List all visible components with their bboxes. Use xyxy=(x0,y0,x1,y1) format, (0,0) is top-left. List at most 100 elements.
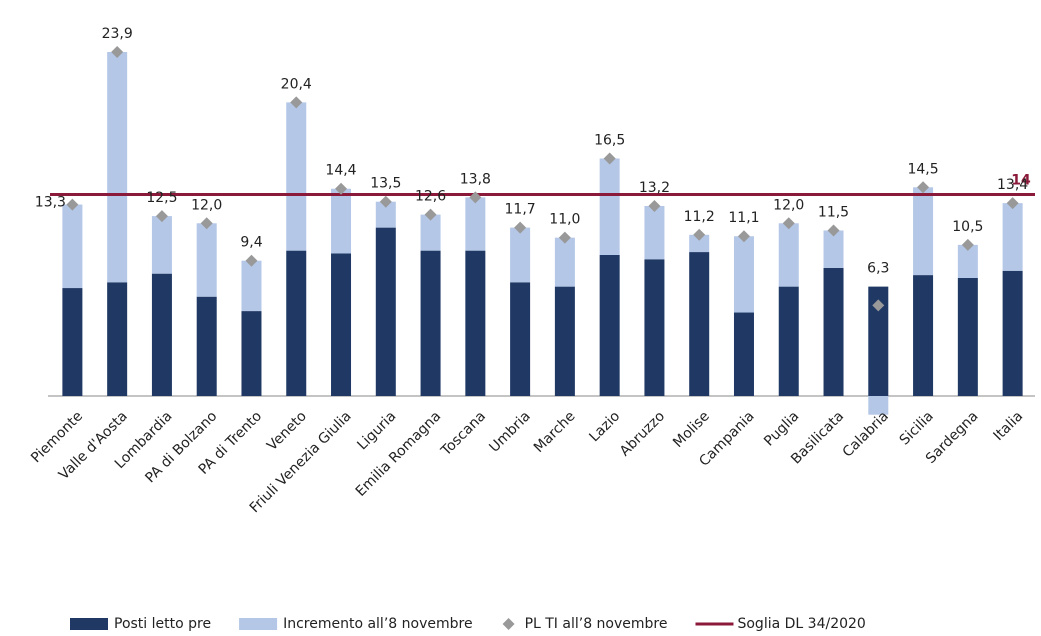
marker xyxy=(290,96,303,109)
marker xyxy=(872,299,885,312)
bar-pre xyxy=(465,250,486,396)
legend-label: Incremento all’8 novembre xyxy=(283,616,472,632)
x-tick-label: Molise xyxy=(670,408,713,451)
marker xyxy=(603,152,616,165)
bar-pre xyxy=(957,277,978,396)
x-tick-label: Veneto xyxy=(264,408,310,454)
x-tick-label: Abruzzo xyxy=(617,408,668,459)
bar-pre xyxy=(689,252,710,396)
marker xyxy=(424,208,437,221)
bar-increment xyxy=(913,187,934,276)
data-label: 13,4 xyxy=(997,177,1028,193)
bar-increment xyxy=(689,234,710,253)
bar-pre xyxy=(913,275,934,396)
bar-pre xyxy=(420,250,441,396)
marker xyxy=(379,195,392,208)
data-label: 11,5 xyxy=(818,204,849,220)
bar-increment xyxy=(241,260,262,312)
bar-increment xyxy=(62,204,83,289)
data-label: 12,5 xyxy=(146,190,177,206)
bar-increment xyxy=(420,214,441,251)
bar-pre xyxy=(510,282,531,396)
bar-increment xyxy=(868,396,889,415)
threshold-label: 14 xyxy=(1011,172,1031,188)
bar-increment xyxy=(331,188,352,254)
marker xyxy=(469,191,482,204)
marker xyxy=(200,217,213,230)
x-tick-label: Umbria xyxy=(486,408,533,455)
x-tick-label: Emilia Romagna xyxy=(353,408,445,500)
legend-label: PL TI all’8 novembre xyxy=(525,616,668,632)
x-tick-label: Liguria xyxy=(354,408,399,453)
bar-increment xyxy=(286,102,307,251)
marker xyxy=(66,198,79,211)
data-label: 11,2 xyxy=(684,209,715,225)
bar-pre xyxy=(868,286,889,396)
bar-pre xyxy=(107,282,128,396)
marker xyxy=(917,181,930,194)
x-tick-label: Sicilia xyxy=(897,408,937,448)
data-label: 11,0 xyxy=(549,212,580,228)
data-label: 12,0 xyxy=(191,197,222,213)
data-label: 13,5 xyxy=(370,176,401,192)
legend-swatch xyxy=(239,618,278,630)
bar-increment xyxy=(1002,203,1023,271)
bar-pre xyxy=(778,286,799,396)
bar-pre xyxy=(644,259,665,396)
marker xyxy=(827,224,840,237)
bar-pre xyxy=(241,311,262,396)
data-label: 20,4 xyxy=(281,76,312,92)
data-label: 14,4 xyxy=(325,163,356,179)
marker xyxy=(1006,197,1019,210)
marker xyxy=(782,217,795,230)
legend-swatch xyxy=(502,618,515,630)
data-label: 12,0 xyxy=(773,197,804,213)
marker xyxy=(648,200,661,213)
bar-increment xyxy=(107,52,128,283)
data-label: 9,4 xyxy=(240,235,262,251)
bar-increment xyxy=(151,216,172,274)
x-tick-label: Puglia xyxy=(761,408,802,449)
bar-pre xyxy=(733,312,754,396)
data-label: 13,8 xyxy=(460,171,491,187)
bar-pre xyxy=(151,273,172,396)
data-label: 23,9 xyxy=(102,26,133,42)
marker xyxy=(514,221,527,234)
bar-increment xyxy=(644,206,665,260)
marker xyxy=(155,210,168,223)
marker xyxy=(111,46,124,58)
bar-increment xyxy=(196,223,217,297)
bar-pre xyxy=(286,250,307,396)
data-label: 13,2 xyxy=(639,180,670,196)
data-label: 16,5 xyxy=(594,133,625,149)
data-label: 11,7 xyxy=(505,202,536,218)
bar-increment xyxy=(510,227,531,283)
data-label: 6,3 xyxy=(867,261,889,277)
bar-increment xyxy=(733,236,754,313)
legend-swatch xyxy=(70,618,108,630)
legend: Posti letto pre Incremento all’8 novembre… xyxy=(70,616,866,632)
x-tick-label: Marche xyxy=(531,408,579,456)
marker xyxy=(245,254,258,267)
data-label: 13,3 xyxy=(35,195,66,211)
bar-increment xyxy=(554,237,575,287)
bar-pre xyxy=(331,253,352,396)
data-label: 10,5 xyxy=(952,219,983,235)
data-label: 12,6 xyxy=(415,189,446,205)
bar-increment xyxy=(599,158,620,255)
x-tick-label: Calabria xyxy=(840,408,892,460)
x-tick-label: Toscana xyxy=(438,408,489,459)
legend-label: Posti letto pre xyxy=(114,616,211,632)
bar-increment xyxy=(778,223,799,287)
data-label: 14,5 xyxy=(907,161,938,177)
bar-pre xyxy=(62,288,83,396)
bar-pre xyxy=(375,227,396,396)
marker xyxy=(693,228,706,241)
marker xyxy=(335,182,348,195)
marker xyxy=(961,238,974,251)
data-label: 11,1 xyxy=(728,210,759,226)
marker xyxy=(558,231,571,244)
bar-increment xyxy=(375,201,396,228)
bar-pre xyxy=(1002,270,1023,396)
